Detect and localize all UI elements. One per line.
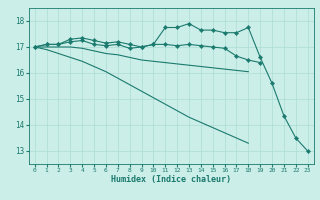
X-axis label: Humidex (Indice chaleur): Humidex (Indice chaleur) <box>111 175 231 184</box>
